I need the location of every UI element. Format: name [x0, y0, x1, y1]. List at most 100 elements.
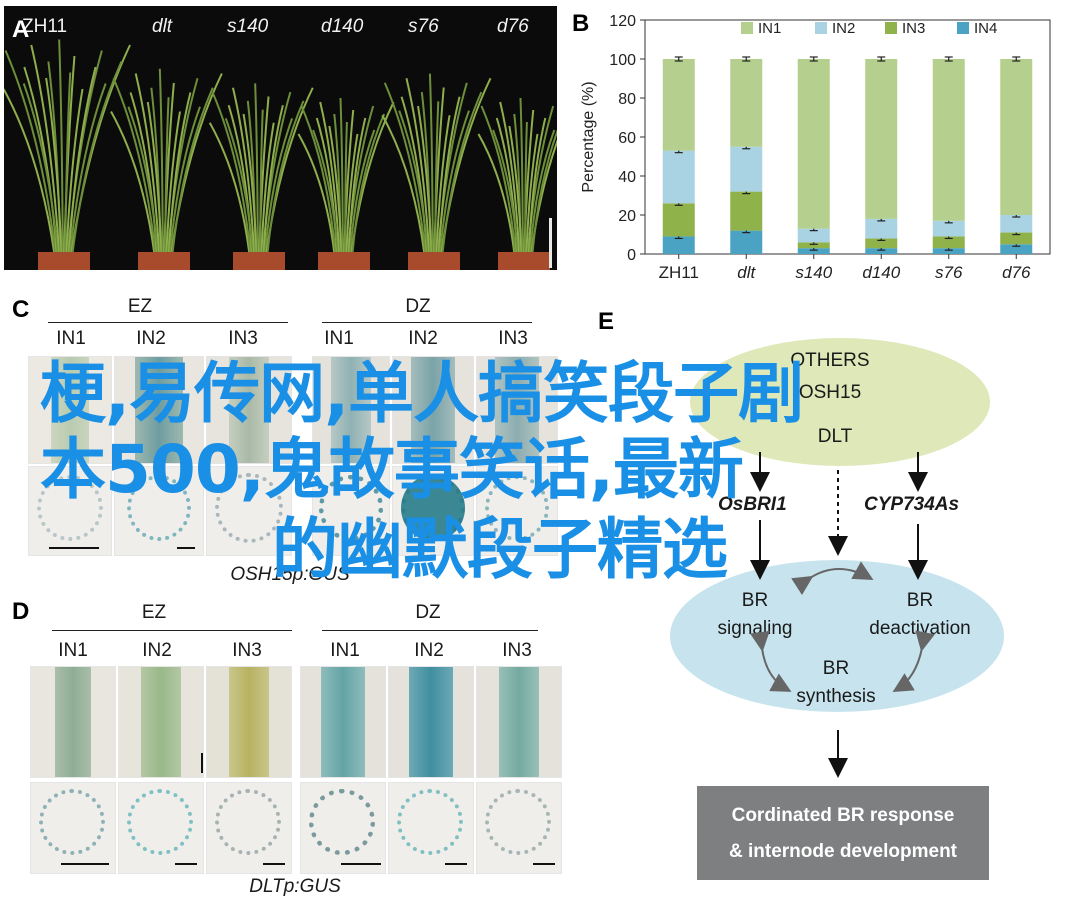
y-axis-label: Percentage (%) — [580, 81, 597, 192]
plant-leaf — [69, 83, 107, 255]
tile-c-ez-in1-long — [28, 356, 112, 464]
plant-leaf — [64, 72, 72, 255]
arrow-signaling-synthesis — [749, 630, 792, 692]
bar-segment-in3 — [730, 191, 763, 231]
internode-label-c-2: IN2 — [136, 328, 166, 349]
plant-leaf — [262, 105, 284, 255]
plant-leaf — [381, 114, 426, 255]
plant-leaf — [428, 73, 434, 255]
plant-leaf — [527, 117, 547, 255]
bar-segment-in1 — [662, 59, 695, 151]
x-tick-label: dlt — [737, 263, 756, 282]
plant-leaf — [480, 105, 517, 255]
group-dz-title-d: DZ — [415, 602, 441, 623]
plant-leaf — [208, 122, 251, 255]
y-tick-label: 60 — [618, 130, 636, 147]
tile-d-ez-in2-cross — [118, 782, 204, 874]
x-tick-label: s76 — [935, 263, 963, 282]
caption-d: DLTp:GUS — [249, 876, 341, 897]
tile-c-dz-in2-long — [392, 356, 474, 464]
plant-pot — [38, 252, 90, 270]
tile-d-dz-in2-cross — [388, 782, 474, 874]
plant-pot — [233, 252, 285, 270]
plant-pot — [318, 252, 370, 270]
bar-segment-in3 — [797, 242, 830, 249]
plant-leaf — [127, 106, 159, 255]
plant-leaf — [383, 82, 427, 255]
plant-label-6: d76 — [497, 16, 529, 37]
plant-leaf — [328, 125, 343, 255]
internode-label-d-1: IN1 — [58, 640, 88, 661]
legend-label-in4: IN4 — [974, 20, 997, 37]
bar-segment-in4 — [730, 230, 763, 254]
node-br-deactivation-1: BR — [906, 590, 934, 611]
group-ez-title-d: EZ — [141, 602, 167, 623]
legend-label-in3: IN3 — [902, 20, 925, 37]
x-tick-label: d140 — [862, 263, 900, 282]
legend-swatch-in2 — [815, 22, 827, 34]
plant-leaf — [30, 44, 61, 255]
plant-leaf — [22, 83, 59, 255]
bar-segment-in2 — [1000, 215, 1033, 233]
plant-leaf — [259, 109, 264, 255]
bar-segment-in3 — [932, 236, 965, 249]
node-br-signaling-1: BR — [741, 590, 769, 611]
legend-swatch-in3 — [885, 22, 897, 34]
plant-leaf — [167, 92, 192, 255]
tile-d-dz-in3-long — [476, 666, 562, 778]
tile-d-ez-in1-cross — [30, 782, 116, 874]
plant-leaf — [519, 97, 524, 255]
plant-leaf — [349, 129, 376, 255]
tile-d-dz-in3-cross — [476, 782, 562, 874]
internode-label-c-5: IN2 — [408, 328, 438, 349]
plant-leaf — [351, 113, 386, 255]
plant-leaf — [345, 133, 359, 255]
bar-segment-in2 — [662, 150, 695, 204]
plant-pot — [408, 252, 460, 270]
panel-c-letter: C — [12, 296, 30, 323]
bar-segment-in3 — [662, 203, 695, 237]
panel-b-letter: B — [572, 10, 590, 37]
bar-segment-in4 — [797, 248, 830, 254]
plant-label-1: ZH11 — [22, 16, 68, 37]
plot-frame — [644, 19, 1051, 255]
internode-label-d-3: IN3 — [232, 640, 262, 661]
plant-leaf — [339, 97, 344, 255]
plant-leaf — [260, 122, 275, 255]
plant-leaf — [398, 110, 429, 255]
plant-leaf — [417, 105, 433, 255]
plant-leaf — [171, 87, 214, 255]
bar-segment-in2 — [730, 146, 763, 192]
plant-label-3: s140 — [227, 16, 269, 37]
bar-segment-in4 — [662, 236, 695, 254]
plant-leaf — [4, 88, 56, 255]
internode-label-c-6: IN3 — [498, 328, 528, 349]
node-osh15: OSH15 — [798, 382, 862, 403]
plant-leaf — [242, 113, 258, 255]
legend-swatch-in4 — [957, 22, 969, 34]
tile-c-ez-in2-long — [114, 356, 204, 464]
group-dz-line-c — [322, 322, 532, 323]
x-tick-label: ZH11 — [659, 263, 699, 282]
photo-scale-bar — [549, 218, 552, 268]
bar-segment-in1 — [932, 59, 965, 221]
y-tick-label: 40 — [618, 169, 636, 186]
plant-leaf — [319, 101, 341, 255]
plant-leaf — [67, 66, 97, 255]
plant-leaf — [224, 118, 254, 255]
bar-segment-in4 — [932, 248, 965, 254]
internode-label-d-4: IN1 — [330, 640, 360, 661]
plant-leaf — [405, 78, 431, 255]
plant-leaf — [165, 111, 181, 255]
tile-d-ez-in2-long — [118, 666, 204, 778]
y-tick-label: 80 — [618, 91, 636, 108]
bar-segment-in4 — [1000, 244, 1033, 254]
plant-leaf — [211, 91, 252, 255]
legend-label-in2: IN2 — [832, 20, 855, 37]
plant-leaf — [71, 61, 123, 255]
pathway-arrows — [749, 452, 935, 778]
plants-illustration — [4, 39, 557, 270]
tile-c-dz-in1-cross — [312, 466, 390, 556]
bar-segment-in2 — [932, 220, 965, 237]
plant-label-5: s76 — [408, 16, 439, 37]
